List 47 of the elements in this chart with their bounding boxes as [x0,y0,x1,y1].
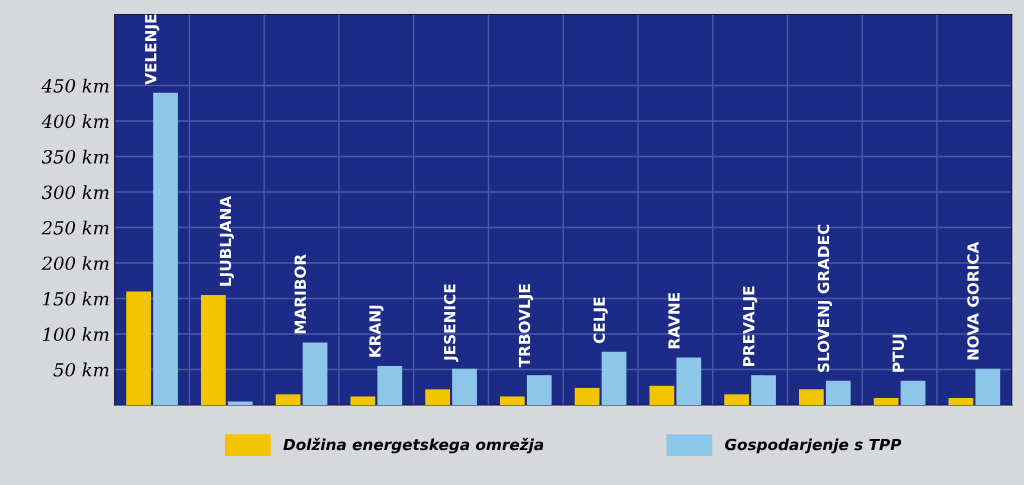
x-tick-label: PTUJ [892,334,907,372]
bar [873,397,899,405]
bar [126,291,151,405]
y-tick-label: 400 km [41,114,109,129]
x-tick-label: MARIBOR [294,254,306,334]
bar [574,387,600,405]
bar [377,365,403,405]
bar [452,368,477,405]
y-tick-label: 450 km [41,78,109,93]
bar [526,375,552,405]
y-tick-label: 350 km [41,149,109,164]
bar [676,357,702,405]
bar [227,401,253,405]
bar [350,396,376,405]
x-tick-label: NOVA GORICA [967,241,979,360]
y-tick-label: 50 km [53,362,109,377]
legend-label: Gospodarjenje s TPP [725,438,902,454]
x-tick-label: CELJE [593,297,608,344]
bar [825,380,851,405]
bar [751,375,776,405]
y-tick-label: 250 km [41,220,109,235]
y-tick-label: 100 km [42,327,109,342]
x-tick-label: RAVNE [668,293,680,349]
bar [948,397,974,405]
bar [724,394,749,405]
bar [302,342,328,405]
x-tick-label: KRANJ [369,305,384,357]
x-tick-label: LJUBLJANA [219,195,235,286]
x-tick-label: TRBOVLJE [518,284,534,368]
x-tick-label: SLOVENJ GRADEC [817,224,833,372]
y-tick-label: 200 km [41,256,109,271]
bar [275,394,301,405]
bar [601,351,627,405]
x-tick-label: JESENICE [443,284,459,362]
bar [499,396,525,405]
bar [900,380,926,405]
bar [649,385,675,405]
bar [200,294,226,405]
x-tick-label: PREVALJE [743,286,758,366]
bar [425,389,450,405]
x-tick-label: VELENJE [145,14,160,85]
bar [975,368,1001,405]
bar [799,389,824,405]
legend-label: Dolžina energetskega omrežja [283,437,544,454]
bar [153,92,178,405]
y-tick-label: 150 km [42,291,109,306]
y-tick-label: 300 km [41,185,109,200]
